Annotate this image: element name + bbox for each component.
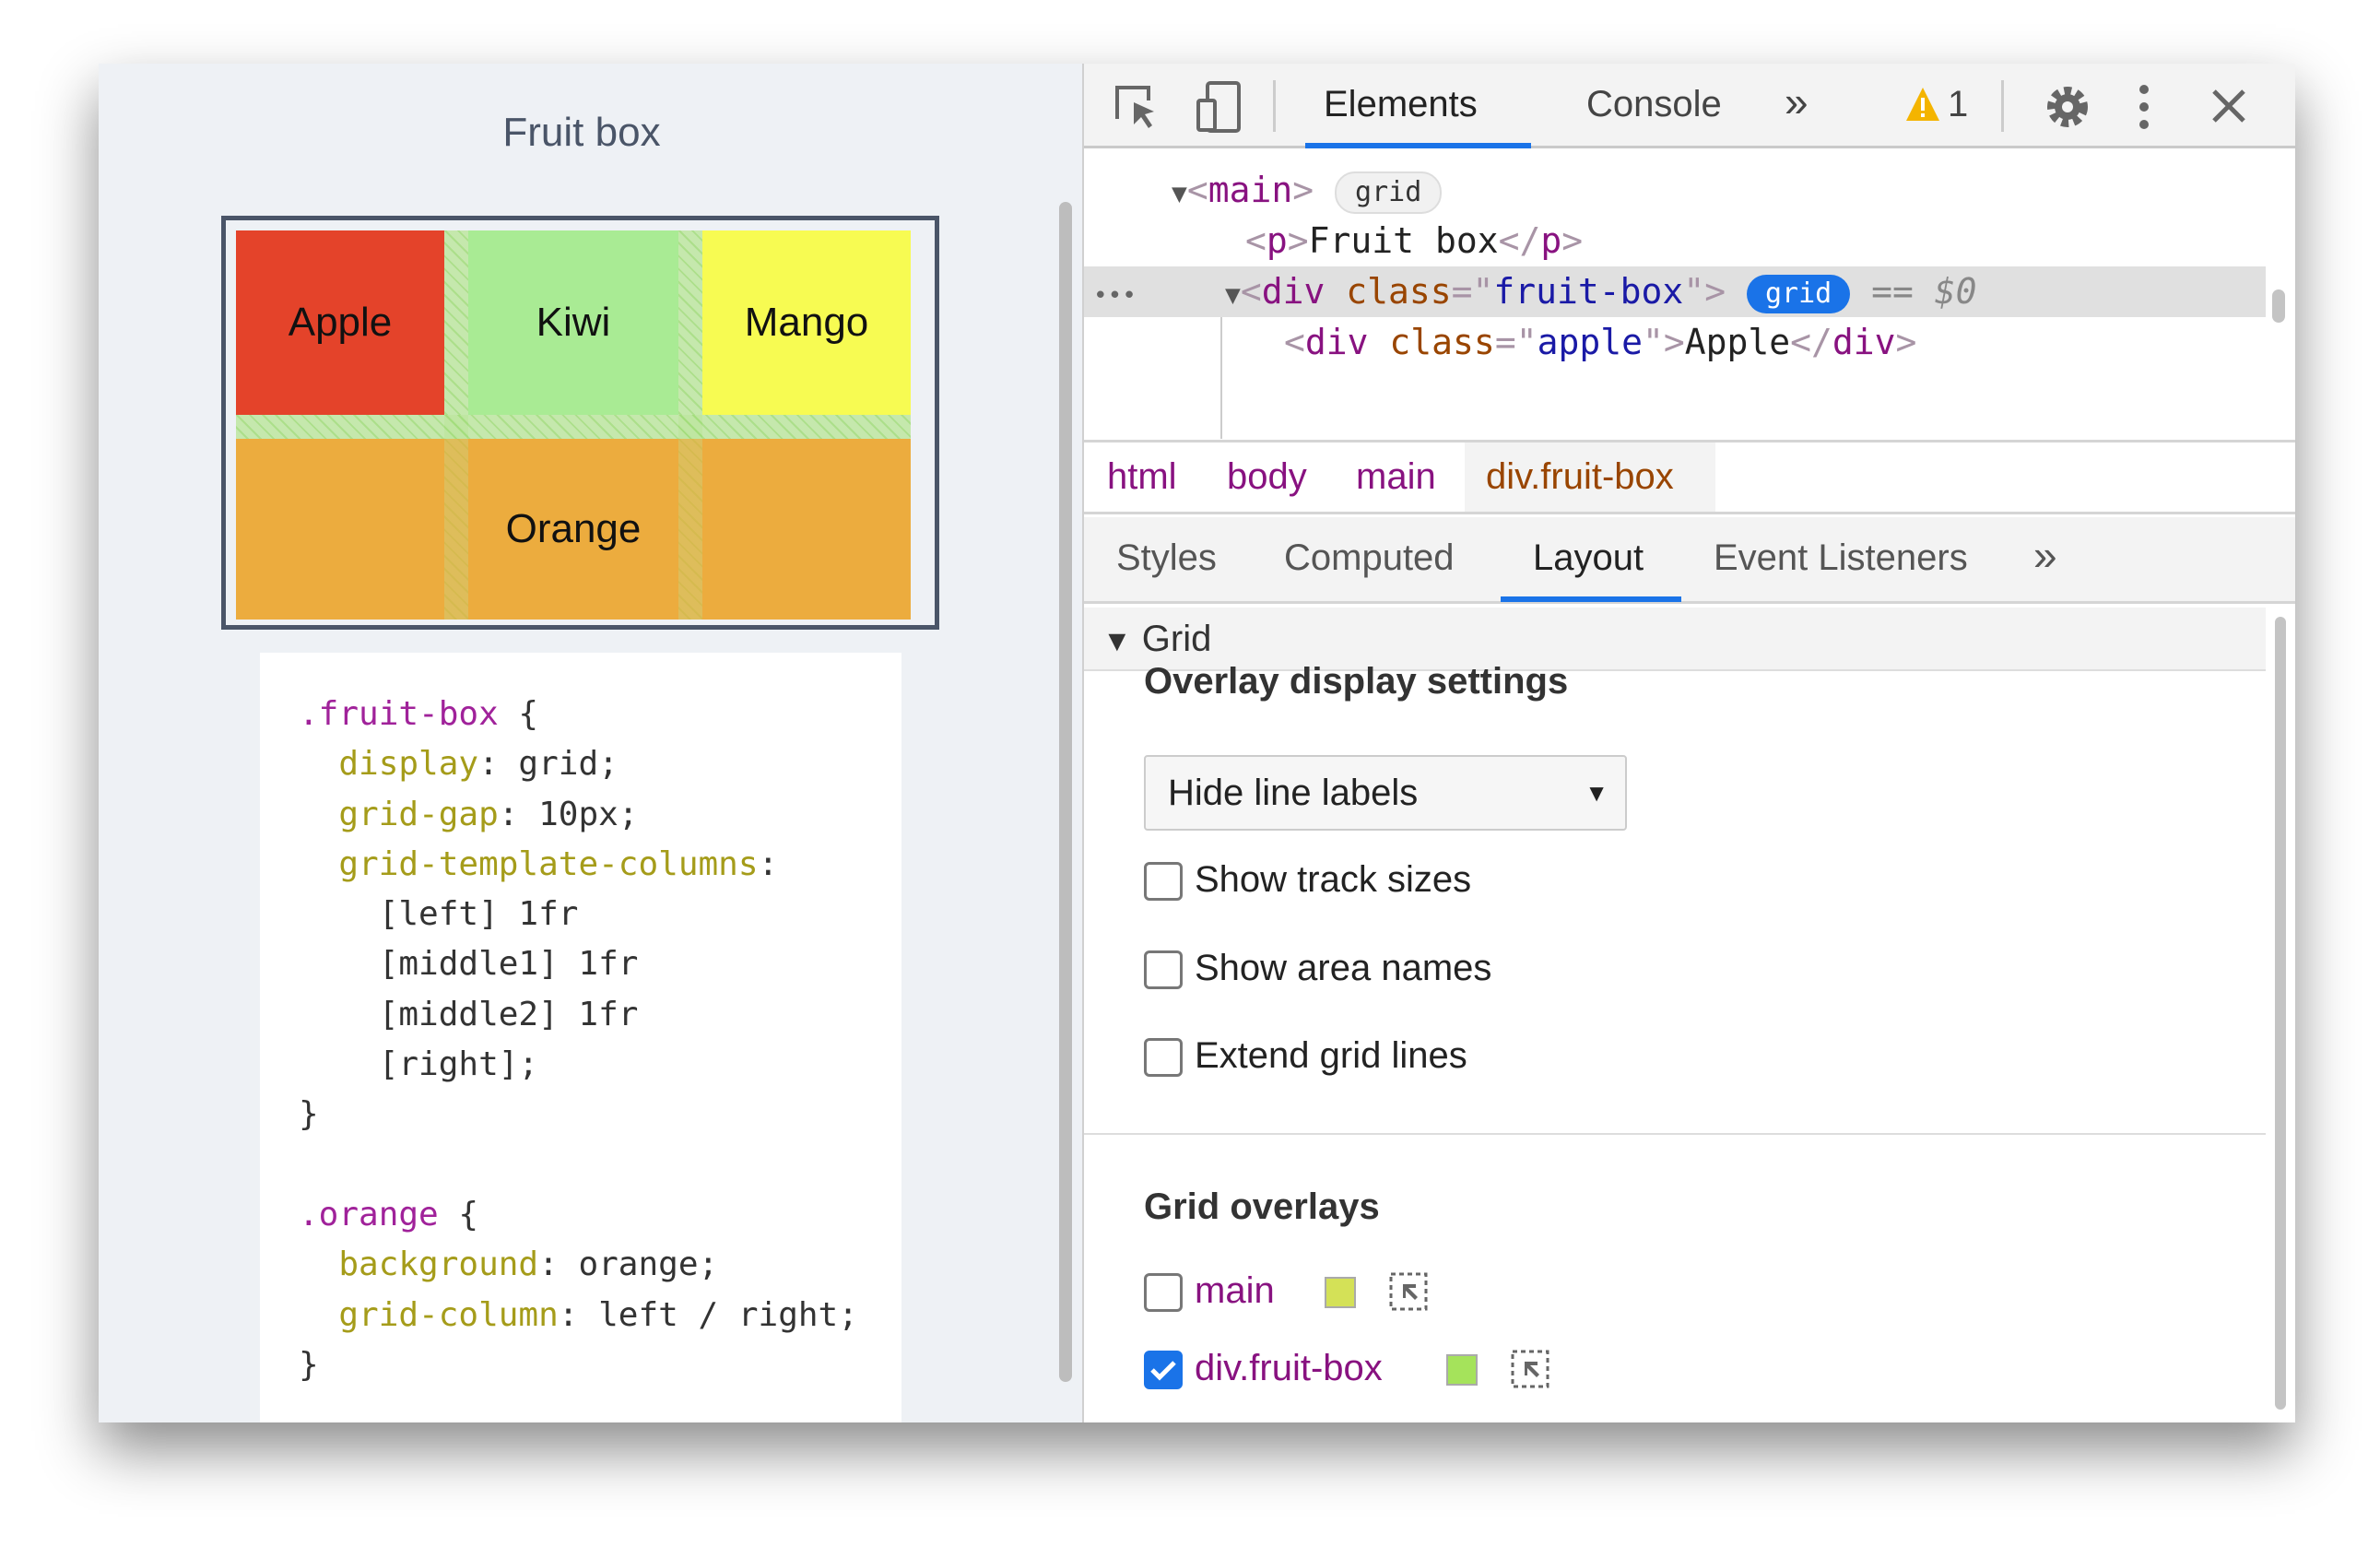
grid-section-header[interactable]: ▼ Grid <box>1084 608 2266 671</box>
device-toolbar-icon[interactable] <box>1195 80 1244 134</box>
fruit-box-overlay-color-swatch[interactable] <box>1446 1354 1478 1386</box>
more-panel-tabs-button[interactable]: » <box>2033 531 2057 579</box>
main-overlay-label[interactable]: main <box>1195 1270 1275 1311</box>
code-line: .fruit-box { <box>299 695 539 733</box>
tab-computed[interactable]: Computed <box>1284 537 1455 578</box>
fruit-box-overlay-label[interactable]: div.fruit-box <box>1195 1348 1383 1388</box>
node-actions-icon: ••• <box>1093 282 1137 310</box>
highlight-element-icon[interactable] <box>1388 1271 1429 1312</box>
overlay-settings-heading: Overlay display settings <box>1144 661 1569 702</box>
divider <box>1084 1133 2266 1135</box>
devtools-panel: Elements Console » 1 ▼<main> grid <p>Fru… <box>1082 64 2295 1422</box>
window: Fruit box Apple Kiwi Mango Orange .fruit… <box>99 64 2295 1422</box>
breadcrumb-html[interactable]: html <box>1107 456 1177 497</box>
code-line: .orange { <box>299 1195 479 1233</box>
tab-elements[interactable]: Elements <box>1324 84 1478 124</box>
extend-grid-lines-checkbox[interactable] <box>1144 1038 1183 1077</box>
checkmark-icon <box>1150 1361 1176 1381</box>
code-line: [right]; <box>299 1045 539 1084</box>
code-line: [left] 1fr <box>299 895 579 934</box>
page-scrollbar[interactable] <box>1059 202 1072 1382</box>
elements-tree: ▼<main> grid <p>Fruit box</p> ••• ▼<div c… <box>1084 151 2295 439</box>
code-line: grid-template-columns: <box>338 844 779 883</box>
code-line: } <box>299 1345 319 1384</box>
dropdown-arrow-icon: ▼ <box>1585 779 1608 807</box>
fruit-box-grid: Apple Kiwi Mango Orange <box>221 216 939 630</box>
tree-node-fruit-box-selected[interactable]: ••• ▼<div class="fruit-box"> grid == $0 <box>1084 266 2266 317</box>
apple-cell: Apple <box>236 230 444 415</box>
warning-count[interactable]: 1 <box>1948 84 1969 124</box>
show-track-sizes-checkbox[interactable] <box>1144 862 1183 901</box>
grid-badge-main[interactable]: grid <box>1335 171 1443 214</box>
tab-layout[interactable]: Layout <box>1533 537 1644 578</box>
breadcrumb: html body main div.fruit-box <box>1084 440 2295 514</box>
kiwi-cell: Kiwi <box>468 230 678 415</box>
code-line: [middle2] 1fr <box>299 995 639 1033</box>
grid-overlays-heading: Grid overlays <box>1144 1186 1380 1227</box>
show-track-sizes-label[interactable]: Show track sizes <box>1195 859 1472 900</box>
code-line: background: orange; <box>338 1245 719 1284</box>
collapse-triangle-icon: ▼ <box>1102 624 1132 657</box>
inspect-element-icon[interactable] <box>1112 82 1161 132</box>
code-line: display: grid; <box>338 745 619 784</box>
more-tabs-button[interactable]: » <box>1785 77 1809 125</box>
orange-cell: Orange <box>236 439 911 620</box>
extend-grid-lines-label[interactable]: Extend grid lines <box>1195 1035 1467 1076</box>
show-area-names-checkbox[interactable] <box>1144 950 1183 989</box>
mango-cell: Mango <box>702 230 911 415</box>
breadcrumb-div-fruit-box[interactable]: div.fruit-box <box>1465 443 1715 512</box>
settings-gear-icon[interactable] <box>2043 82 2092 132</box>
active-tab-indicator <box>1501 596 1681 602</box>
tree-node-apple[interactable]: <div class="apple">Apple</div> <box>1284 322 1917 362</box>
tab-event-listeners[interactable]: Event Listeners <box>1714 537 1968 578</box>
devtools-toolbar: Elements Console » 1 <box>1084 64 2295 148</box>
breadcrumb-main[interactable]: main <box>1356 456 1436 497</box>
breadcrumb-body[interactable]: body <box>1227 456 1307 497</box>
layout-scrollbar[interactable] <box>2275 617 2286 1410</box>
active-tab-indicator <box>1305 143 1531 148</box>
code-line: grid-column: left / right; <box>338 1295 858 1334</box>
page-title: Fruit box <box>502 110 661 155</box>
tree-node-p[interactable]: <p>Fruit box</p> <box>1245 220 1584 261</box>
tab-styles[interactable]: Styles <box>1116 537 1217 578</box>
main-overlay-checkbox[interactable] <box>1144 1273 1183 1312</box>
main-overlay-color-swatch[interactable] <box>1325 1277 1356 1308</box>
grid-badge-fruit-box[interactable]: grid <box>1746 274 1851 313</box>
more-options-icon[interactable] <box>2135 82 2153 132</box>
show-area-names-label[interactable]: Show area names <box>1195 948 1492 988</box>
close-icon[interactable] <box>2210 88 2247 124</box>
fruit-box-overlay-checkbox[interactable] <box>1144 1351 1183 1389</box>
code-line: grid-gap: 10px; <box>338 795 639 833</box>
line-labels-select[interactable]: Hide line labels ▼ <box>1144 755 1627 831</box>
tab-console[interactable]: Console <box>1586 84 1722 124</box>
panel-tabs: Styles Computed Layout Event Listeners » <box>1084 517 2295 604</box>
code-line: [middle1] 1fr <box>299 945 639 984</box>
code-line <box>299 1140 863 1190</box>
css-code-block: .fruit-box { display: grid; grid-gap: 10… <box>260 653 901 1422</box>
highlight-element-icon[interactable] <box>1510 1349 1550 1389</box>
code-line: } <box>299 1095 319 1134</box>
tree-scrollbar[interactable] <box>2272 289 2285 323</box>
warning-icon[interactable] <box>1904 86 1941 123</box>
tree-node-main[interactable]: ▼<main> grid <box>1084 165 2266 216</box>
